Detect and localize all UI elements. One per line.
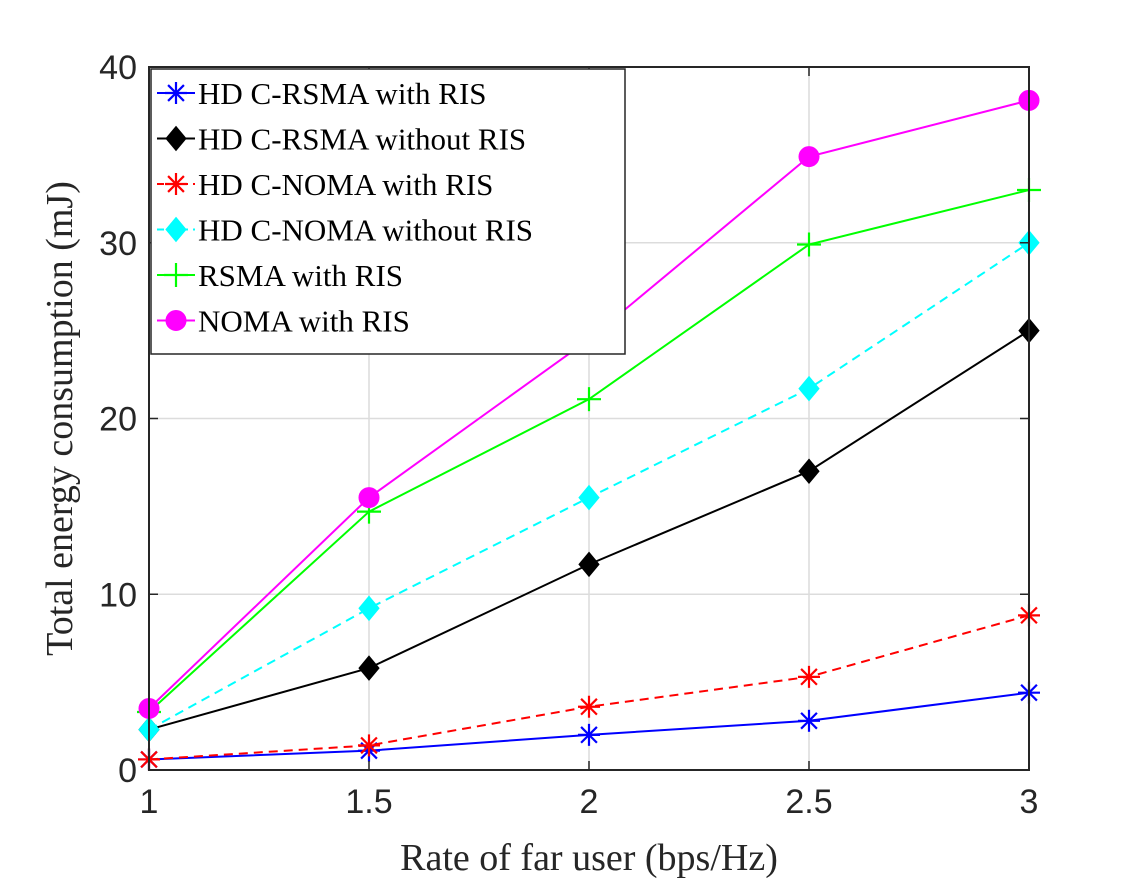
data-point: [797, 232, 821, 257]
legend-box: [150, 68, 626, 355]
legend-marker: [165, 310, 187, 331]
legend-marker: [165, 82, 187, 104]
x-tick-label: 2: [580, 783, 599, 821]
data-point: [798, 375, 820, 402]
legend-item: RSMA with RIS: [157, 258, 403, 293]
legend-label: RSMA with RIS: [198, 258, 403, 293]
legend-label: HD C-RSMA without RIS: [198, 122, 526, 157]
x-tick-label: 3: [1020, 783, 1039, 821]
data-point: [798, 146, 820, 168]
legend-item: HD C-RSMA without RIS: [157, 122, 526, 157]
y-tick-label: 20: [99, 401, 137, 439]
data-point: [577, 387, 601, 412]
data-point: [358, 734, 380, 757]
y-tick-label: 10: [99, 576, 137, 614]
legend-marker: [164, 263, 188, 287]
data-point: [578, 484, 600, 511]
data-point: [578, 723, 600, 746]
legend-item: HD C-NOMA with RIS: [157, 167, 493, 202]
y-axis-title: Total energy consumption (mJ): [39, 181, 81, 656]
data-point: [798, 665, 820, 688]
legend-item: HD C-RSMA with RIS: [157, 76, 487, 111]
data-point: [798, 458, 820, 485]
data-point: [358, 655, 380, 681]
legend-marker: [165, 173, 187, 195]
data-point: [358, 487, 380, 509]
data-point: [578, 695, 600, 718]
data-point: [358, 595, 380, 622]
y-tick-label: 0: [118, 752, 137, 790]
y-tick-label: 30: [99, 225, 137, 263]
legend-marker: [165, 125, 187, 152]
legend-label: NOMA with RIS: [198, 304, 410, 339]
legend-marker: [165, 216, 187, 243]
legend-item: NOMA with RIS: [157, 304, 410, 339]
legend-item: HD C-NOMA without RIS: [157, 213, 533, 248]
legend-label: HD C-NOMA with RIS: [198, 167, 493, 202]
data-point: [578, 551, 600, 578]
data-point: [798, 709, 820, 732]
x-tick-label: 1: [140, 783, 159, 821]
legend: HD C-RSMA with RIS HD C-RSMA without RIS H…: [150, 68, 626, 355]
x-tick-label: 2.5: [785, 783, 832, 821]
series-3: [138, 604, 1040, 771]
x-tick-label: 1.5: [345, 783, 392, 821]
legend-label: HD C-RSMA with RIS: [198, 76, 487, 111]
y-tick-label: 40: [99, 49, 137, 87]
x-axis-title: Rate of far user (bps/Hz): [400, 837, 778, 879]
legend-label: HD C-NOMA without RIS: [198, 213, 533, 248]
